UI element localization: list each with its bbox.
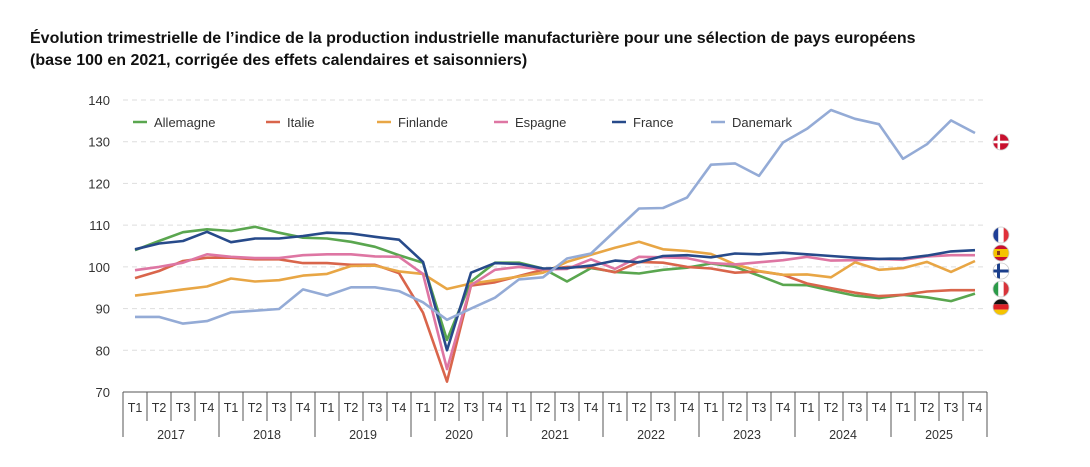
flag-part bbox=[997, 251, 1000, 255]
chart-subtitle: (base 100 en 2021, corrigée des effets c… bbox=[30, 52, 528, 69]
y-tick-label: 140 bbox=[88, 93, 110, 108]
flag-part bbox=[993, 299, 1009, 305]
quarter-label: T3 bbox=[368, 401, 383, 415]
quarter-label: T3 bbox=[560, 401, 575, 415]
quarter-label: T2 bbox=[152, 401, 167, 415]
legend-label: Allemagne bbox=[154, 115, 215, 130]
flag-part bbox=[993, 309, 1009, 315]
legend-item-italie: Italie bbox=[266, 115, 314, 130]
flag-part bbox=[1003, 227, 1009, 243]
y-tick-label: 110 bbox=[89, 218, 110, 233]
quarter-label: T4 bbox=[488, 401, 503, 415]
quarter-label: T1 bbox=[608, 401, 623, 415]
flag-border bbox=[992, 244, 1010, 262]
y-tick-label: 70 bbox=[96, 385, 110, 400]
flag-part bbox=[998, 281, 1004, 297]
y-tick-label: 130 bbox=[88, 135, 110, 150]
legend-label: Italie bbox=[287, 115, 314, 130]
flag-part bbox=[1003, 281, 1009, 297]
year-label: 2023 bbox=[733, 428, 761, 442]
legend-item-allemagne: Allemagne bbox=[133, 115, 215, 130]
year-label: 2018 bbox=[253, 428, 281, 442]
quarter-label: T1 bbox=[224, 401, 239, 415]
y-tick-label: 80 bbox=[96, 343, 110, 358]
quarter-label: T4 bbox=[776, 401, 791, 415]
flag-border bbox=[992, 280, 1010, 298]
denmark-flag bbox=[993, 134, 1009, 150]
flag-part bbox=[993, 249, 1009, 257]
france-flag bbox=[993, 227, 1009, 243]
quarter-label: T3 bbox=[848, 401, 863, 415]
year-label: 2020 bbox=[445, 428, 473, 442]
italy-flag bbox=[993, 281, 1009, 297]
finland-flag bbox=[993, 263, 1009, 279]
chart-title-line1: Évolution trimestrielle de l’indice de l… bbox=[30, 30, 916, 47]
flag-border bbox=[992, 133, 1010, 151]
quarter-label: T1 bbox=[416, 401, 431, 415]
flag-part bbox=[993, 304, 1009, 310]
chart-title: Évolution trimestrielle de l’indice de l… bbox=[30, 28, 916, 72]
quarter-label: T4 bbox=[968, 401, 983, 415]
quarter-label: T2 bbox=[728, 401, 743, 415]
flag-part bbox=[997, 134, 1001, 150]
legend-item-danemark: Danemark bbox=[711, 115, 792, 130]
legend-item-espagne: Espagne bbox=[494, 115, 566, 130]
series-line-allemagne bbox=[134, 225, 976, 342]
quarter-label: T2 bbox=[440, 401, 455, 415]
quarter-label: T4 bbox=[200, 401, 215, 415]
quarter-label: T1 bbox=[896, 401, 911, 415]
y-tick-label: 100 bbox=[88, 260, 110, 275]
flag-border bbox=[992, 298, 1010, 316]
flag-part bbox=[993, 269, 1009, 273]
quarter-label: T2 bbox=[536, 401, 551, 415]
legend-item-finlande: Finlande bbox=[377, 115, 448, 130]
legend-item-france: France bbox=[612, 115, 673, 130]
quarter-label: T4 bbox=[680, 401, 695, 415]
quarter-label: T4 bbox=[584, 401, 599, 415]
year-label: 2019 bbox=[349, 428, 377, 442]
quarter-label: T3 bbox=[272, 401, 287, 415]
legend-label: Finlande bbox=[398, 115, 448, 130]
quarter-label: T3 bbox=[656, 401, 671, 415]
quarter-label: T1 bbox=[128, 401, 143, 415]
flag-border bbox=[992, 262, 1010, 280]
flag-part bbox=[993, 140, 1009, 144]
quarter-label: T2 bbox=[632, 401, 647, 415]
legend-label: Espagne bbox=[515, 115, 566, 130]
flag-part bbox=[997, 263, 1000, 279]
spain-flag bbox=[993, 245, 1009, 261]
quarter-label: T4 bbox=[392, 401, 407, 415]
flag-part bbox=[993, 227, 999, 243]
quarter-label: T1 bbox=[320, 401, 335, 415]
quarter-label: T3 bbox=[944, 401, 959, 415]
quarter-label: T1 bbox=[512, 401, 527, 415]
germany-flag bbox=[993, 299, 1009, 315]
quarter-label: T3 bbox=[752, 401, 767, 415]
year-label: 2024 bbox=[829, 428, 857, 442]
flag-border bbox=[992, 226, 1010, 244]
legend-label: France bbox=[633, 115, 673, 130]
flag-part bbox=[993, 281, 999, 297]
quarter-label: T3 bbox=[464, 401, 479, 415]
quarter-label: T2 bbox=[920, 401, 935, 415]
year-label: 2021 bbox=[541, 428, 569, 442]
quarter-label: T4 bbox=[872, 401, 887, 415]
quarter-label: T1 bbox=[704, 401, 719, 415]
quarter-label: T4 bbox=[296, 401, 311, 415]
year-label: 2022 bbox=[637, 428, 665, 442]
quarter-label: T3 bbox=[176, 401, 191, 415]
quarter-label: T1 bbox=[800, 401, 815, 415]
legend-label: Danemark bbox=[732, 115, 792, 130]
flag-part bbox=[998, 227, 1004, 243]
series-line-danemark bbox=[135, 108, 976, 325]
series-line-espagne bbox=[134, 253, 975, 371]
y-tick-label: 90 bbox=[96, 302, 110, 317]
year-label: 2017 bbox=[157, 428, 185, 442]
quarter-label: T2 bbox=[344, 401, 359, 415]
year-label: 2025 bbox=[925, 428, 953, 442]
y-tick-label: 120 bbox=[88, 176, 110, 191]
quarter-label: T2 bbox=[248, 401, 263, 415]
quarter-label: T2 bbox=[824, 401, 839, 415]
